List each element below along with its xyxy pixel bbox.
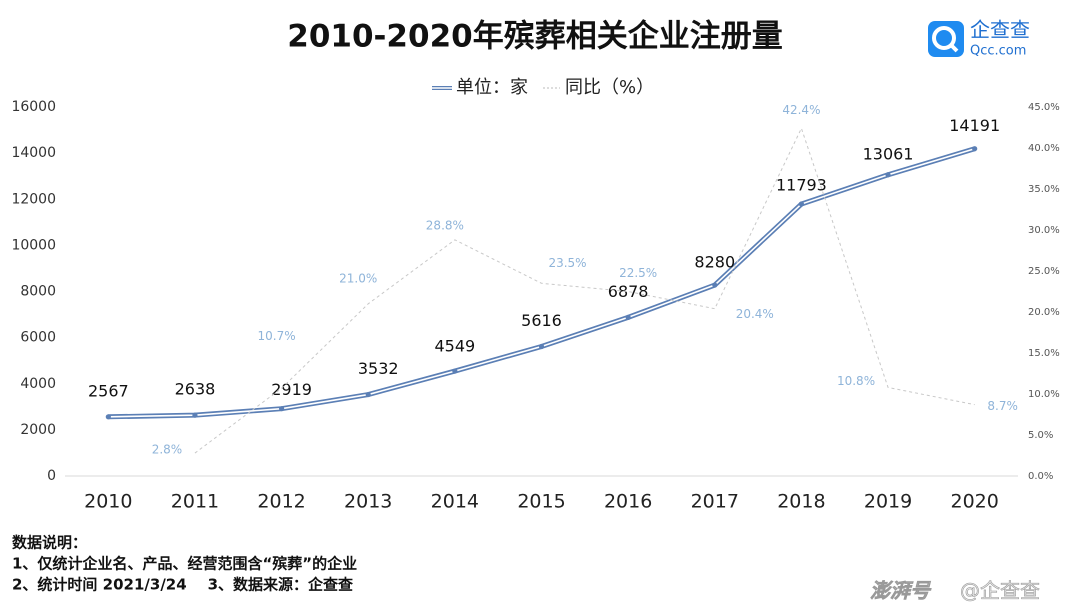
data-label: 4549 xyxy=(435,337,476,356)
y-tick-label: 6000 xyxy=(20,330,56,346)
x-tick-label: 2010 xyxy=(84,491,132,513)
y-tick-label: 14000 xyxy=(11,145,56,161)
data-label: 6878 xyxy=(608,282,649,301)
data-label: 2567 xyxy=(88,381,129,400)
y-tick-label: 4000 xyxy=(20,376,56,392)
x-tick-label: 2018 xyxy=(777,491,825,513)
y-tick-label: 10000 xyxy=(11,237,56,253)
legend-label: 同比（%） xyxy=(565,77,654,98)
logo-name: 企查查 xyxy=(970,18,1030,42)
watermark-account: @企查查 xyxy=(960,579,1040,603)
legend-label: 单位：家 xyxy=(456,77,528,98)
data-label: 8.7% xyxy=(987,399,1018,413)
y-tick-label: 8000 xyxy=(20,284,56,300)
y-tick-label: 16000 xyxy=(11,99,56,115)
y-tick-label: 0 xyxy=(47,468,56,484)
data-label: 3532 xyxy=(358,359,399,378)
x-tick-label: 2020 xyxy=(951,491,999,513)
data-label: 28.8% xyxy=(426,218,464,232)
x-tick-label: 2016 xyxy=(604,491,652,513)
y2-tick-label: 5.0% xyxy=(1028,430,1053,441)
watermark-platform: 澎湃号 xyxy=(870,579,932,603)
data-point xyxy=(278,406,285,412)
data-point xyxy=(625,314,631,320)
data-point xyxy=(365,391,371,398)
y2-tick-label: 40.0% xyxy=(1028,143,1060,154)
y2-tick-label: 20.0% xyxy=(1028,307,1060,318)
y2-tick-label: 0.0% xyxy=(1028,471,1053,482)
y-tick-label: 12000 xyxy=(11,191,56,207)
x-tick-label: 2013 xyxy=(344,491,392,513)
x-tick-label: 2017 xyxy=(691,491,739,513)
y2-tick-label: 30.0% xyxy=(1028,225,1060,236)
logo-url: Qcc.com xyxy=(970,44,1026,59)
y2-tick-label: 25.0% xyxy=(1028,266,1060,277)
data-label: 42.4% xyxy=(782,103,820,117)
data-label: 20.4% xyxy=(736,307,774,321)
data-point xyxy=(798,201,805,207)
data-line xyxy=(194,126,975,454)
chart-title: 2010-2020年殡葬相关企业注册量 xyxy=(287,19,782,55)
data-label: 5616 xyxy=(521,311,562,330)
data-label: 11793 xyxy=(776,176,827,195)
x-tick-label: 2012 xyxy=(257,491,305,513)
logo-glyph xyxy=(932,26,956,50)
x-tick-label: 2014 xyxy=(431,491,479,513)
y-tick-label: 2000 xyxy=(20,422,56,438)
data-label: 8280 xyxy=(694,253,735,272)
data-point xyxy=(538,343,545,350)
notes-line: 1、仅统计企业名、产品、经营范围含“殡葬”的企业 xyxy=(12,555,357,573)
data-label: 22.5% xyxy=(619,266,657,280)
data-label: 21.0% xyxy=(339,271,377,285)
x-tick-label: 2011 xyxy=(171,491,219,513)
x-tick-label: 2015 xyxy=(517,491,565,513)
notes-line: 2、统计时间 2021/3/24 3、数据来源：企查查 xyxy=(12,576,354,594)
data-label: 23.5% xyxy=(548,256,586,270)
data-point xyxy=(192,412,198,418)
data-point xyxy=(452,368,458,374)
data-point xyxy=(885,172,891,178)
data-label: 10.8% xyxy=(837,374,875,388)
data-label: 2.8% xyxy=(152,443,183,457)
data-label: 2919 xyxy=(271,380,312,399)
y2-tick-label: 15.0% xyxy=(1028,348,1060,359)
data-point xyxy=(972,146,978,152)
data-point xyxy=(105,414,111,420)
data-point xyxy=(712,282,718,288)
y2-tick-label: 10.0% xyxy=(1028,389,1060,400)
logo-glyph xyxy=(949,43,959,53)
notes-heading: 数据说明： xyxy=(12,534,87,552)
data-label: 13061 xyxy=(863,144,914,163)
data-label: 10.7% xyxy=(258,329,296,343)
data-label: 2638 xyxy=(175,380,216,399)
y2-tick-label: 35.0% xyxy=(1028,184,1060,195)
y2-tick-label: 45.0% xyxy=(1028,102,1060,113)
data-label: 14191 xyxy=(949,116,1000,135)
x-tick-label: 2019 xyxy=(864,491,912,513)
